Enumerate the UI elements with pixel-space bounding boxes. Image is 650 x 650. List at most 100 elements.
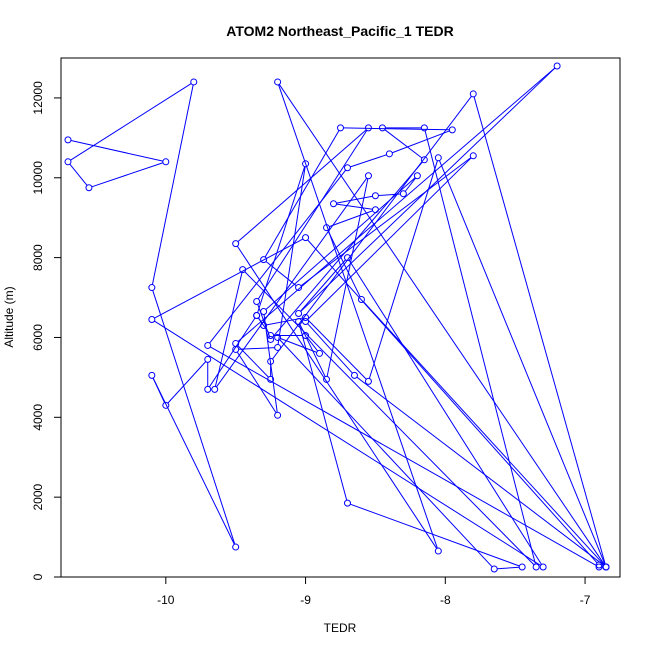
data-point bbox=[253, 312, 261, 320]
data-point bbox=[469, 90, 477, 98]
data-point bbox=[343, 254, 351, 262]
series-segment bbox=[300, 67, 556, 312]
data-point bbox=[267, 335, 275, 343]
series-segment bbox=[424, 130, 536, 565]
data-point bbox=[148, 371, 156, 379]
series-segment bbox=[473, 96, 606, 565]
data-point bbox=[337, 124, 344, 132]
series-segment bbox=[208, 317, 256, 388]
series-segment bbox=[497, 566, 520, 570]
series-segment bbox=[348, 259, 542, 565]
series-segment bbox=[257, 130, 368, 300]
series-segment bbox=[356, 376, 604, 566]
data-point bbox=[371, 206, 379, 214]
series-segment bbox=[216, 177, 368, 388]
data-point bbox=[204, 385, 212, 393]
data-point bbox=[469, 152, 477, 160]
data-point bbox=[302, 317, 310, 325]
data-point bbox=[85, 184, 93, 192]
data-point bbox=[260, 308, 268, 316]
series-segment bbox=[236, 245, 438, 549]
data-point bbox=[364, 124, 372, 132]
series-segment bbox=[438, 160, 606, 565]
series-segment bbox=[263, 314, 278, 413]
data-point bbox=[420, 124, 428, 132]
data-point bbox=[190, 78, 198, 86]
series-segment bbox=[329, 210, 373, 228]
data-point bbox=[539, 563, 547, 571]
data-point bbox=[364, 172, 372, 180]
series-segment bbox=[265, 261, 297, 287]
data-point bbox=[553, 62, 561, 70]
series-segment bbox=[237, 129, 367, 243]
data-point bbox=[602, 563, 610, 571]
data-point bbox=[260, 256, 268, 264]
data-point bbox=[316, 349, 324, 357]
x-tick-label: -8 bbox=[440, 593, 451, 607]
series-segment bbox=[154, 320, 541, 566]
data-point bbox=[295, 317, 303, 325]
data-point bbox=[378, 124, 386, 132]
x-tick-label: -9 bbox=[300, 593, 311, 607]
data-point bbox=[204, 341, 212, 349]
series-segment bbox=[327, 230, 361, 298]
data-point bbox=[204, 355, 212, 363]
data-point bbox=[595, 563, 603, 571]
y-tick-label: 0 bbox=[31, 573, 45, 580]
y-axis: 0 2000 4000 6000 8000 10000 12000 bbox=[31, 81, 62, 580]
data-point bbox=[532, 563, 540, 571]
data-point bbox=[232, 240, 240, 248]
data-point bbox=[343, 499, 351, 507]
series-segment bbox=[154, 238, 304, 319]
series-segment bbox=[237, 67, 556, 342]
data-point bbox=[64, 136, 72, 144]
data-point bbox=[274, 411, 282, 419]
series-segment bbox=[167, 361, 207, 404]
data-point bbox=[274, 333, 282, 341]
data-point bbox=[162, 401, 170, 409]
series-segment bbox=[152, 377, 235, 545]
series-segment bbox=[307, 157, 472, 320]
y-tick-label: 2000 bbox=[31, 483, 45, 510]
data-point bbox=[343, 164, 351, 172]
series-segment bbox=[392, 130, 450, 154]
series-segment bbox=[307, 323, 353, 374]
series-segment bbox=[278, 84, 605, 565]
data-point bbox=[518, 563, 526, 571]
data-point bbox=[232, 543, 240, 551]
series-segment bbox=[384, 129, 423, 159]
data-point bbox=[413, 172, 421, 180]
series-segment bbox=[151, 84, 194, 285]
data-point bbox=[274, 78, 282, 86]
series-segment bbox=[336, 203, 373, 210]
series-segment bbox=[236, 351, 277, 414]
series-segment bbox=[70, 83, 192, 161]
data-point bbox=[302, 331, 310, 339]
x-axis: -10 -9 -8 -7 bbox=[157, 576, 591, 607]
series-segment bbox=[368, 160, 438, 379]
data-point bbox=[211, 385, 219, 393]
series-segment bbox=[307, 319, 367, 380]
data-point bbox=[330, 200, 338, 208]
data-point bbox=[490, 565, 498, 573]
data-point bbox=[274, 343, 282, 351]
series-segment bbox=[244, 271, 535, 566]
data-point bbox=[295, 310, 303, 318]
series-segment bbox=[152, 290, 236, 545]
series-segment bbox=[237, 345, 269, 378]
series-segment bbox=[279, 339, 493, 568]
data-point bbox=[295, 284, 303, 292]
data-point bbox=[267, 357, 275, 365]
series-segment bbox=[278, 84, 438, 549]
x-tick-label: -7 bbox=[580, 593, 591, 607]
series-segment bbox=[350, 154, 387, 168]
y-tick-label: 10000 bbox=[31, 161, 45, 195]
data-point bbox=[399, 190, 407, 198]
data-point bbox=[448, 126, 456, 134]
data-point bbox=[371, 192, 379, 200]
data-point bbox=[385, 150, 393, 158]
series-segment bbox=[91, 162, 164, 188]
series-segment bbox=[70, 140, 163, 162]
data-point bbox=[267, 375, 275, 383]
